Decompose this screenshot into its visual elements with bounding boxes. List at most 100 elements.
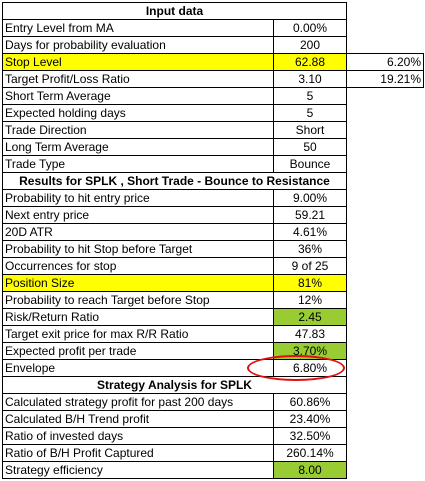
empty-cell bbox=[347, 275, 424, 292]
target-exit-label[interactable]: Target exit price for max R/R Ratio bbox=[2, 325, 274, 343]
trade-direction-label[interactable]: Trade Direction bbox=[2, 121, 274, 139]
long-term-average-label[interactable]: Long Term Average bbox=[2, 138, 274, 156]
table-row: Strategy efficiency 8.00 bbox=[2, 461, 424, 479]
expected-profit-value[interactable]: 3.70% bbox=[273, 342, 347, 360]
entry-level-label[interactable]: Entry Level from MA bbox=[2, 19, 274, 37]
entry-level-value[interactable]: 0.00% bbox=[273, 19, 347, 37]
table-row: Stop Level 62.88 6.20% bbox=[2, 53, 424, 71]
header-row: Strategy Analysis for SPLK bbox=[2, 376, 424, 394]
table-row: Calculated B/H Trend profit 23.40% bbox=[2, 410, 424, 428]
empty-cell bbox=[347, 207, 424, 224]
expected-profit-label[interactable]: Expected profit per trade bbox=[2, 342, 274, 360]
empty-cell bbox=[347, 360, 424, 377]
trade-direction-value[interactable]: Short bbox=[273, 121, 347, 139]
empty-cell bbox=[347, 326, 424, 343]
empty-cell bbox=[347, 190, 424, 207]
bh-captured-label[interactable]: Ratio of B/H Profit Captured bbox=[2, 444, 274, 462]
strategy-efficiency-value[interactable]: 8.00 bbox=[273, 461, 347, 479]
empty-cell bbox=[347, 258, 424, 275]
empty-cell bbox=[347, 292, 424, 309]
table-row: Probability to hit Stop before Target 36… bbox=[2, 240, 424, 258]
bh-captured-value[interactable]: 260.14% bbox=[273, 444, 347, 462]
bh-trend-value[interactable]: 23.40% bbox=[273, 410, 347, 428]
days-probability-value[interactable]: 200 bbox=[273, 36, 347, 54]
trade-type-value[interactable]: Bounce bbox=[273, 155, 347, 173]
atr-label[interactable]: 20D ATR bbox=[2, 223, 274, 241]
risk-return-value[interactable]: 2.45 bbox=[273, 308, 347, 326]
prob-stop-label[interactable]: Probability to hit Stop before Target bbox=[2, 240, 274, 258]
table-row: Probability to reach Target before Stop … bbox=[2, 291, 424, 309]
target-ratio-label[interactable]: Target Profit/Loss Ratio bbox=[2, 70, 274, 88]
occurrences-value[interactable]: 9 of 25 bbox=[273, 257, 347, 275]
days-probability-label[interactable]: Days for probability evaluation bbox=[2, 36, 274, 54]
strategy-header[interactable]: Strategy Analysis for SPLK bbox=[2, 376, 347, 394]
strategy-profit-label[interactable]: Calculated strategy profit for past 200 … bbox=[2, 393, 274, 411]
short-term-average-label[interactable]: Short Term Average bbox=[2, 87, 274, 105]
empty-cell bbox=[347, 105, 424, 122]
prob-hit-entry-value[interactable]: 9.00% bbox=[273, 189, 347, 207]
table-row: Entry Level from MA 0.00% bbox=[2, 19, 424, 37]
table-row: Position Size 81% bbox=[2, 274, 424, 292]
empty-cell bbox=[347, 309, 424, 326]
trade-type-label[interactable]: Trade Type bbox=[2, 155, 274, 173]
table-row: Envelope 6.80% bbox=[2, 359, 424, 377]
prob-target-label[interactable]: Probability to reach Target before Stop bbox=[2, 291, 274, 309]
target-exit-value[interactable]: 47.83 bbox=[273, 325, 347, 343]
invested-days-value[interactable]: 32.50% bbox=[273, 427, 347, 445]
holding-days-label[interactable]: Expected holding days bbox=[2, 104, 274, 122]
stop-level-label[interactable]: Stop Level bbox=[2, 53, 274, 71]
table-row: Risk/Return Ratio 2.45 bbox=[2, 308, 424, 326]
stop-level-percent[interactable]: 6.20% bbox=[346, 53, 424, 71]
target-ratio-percent[interactable]: 19.21% bbox=[346, 70, 424, 88]
empty-cell bbox=[347, 462, 424, 479]
empty-cell bbox=[347, 88, 424, 105]
empty-cell bbox=[347, 3, 424, 20]
table-row: Occurrences for stop 9 of 25 bbox=[2, 257, 424, 275]
table-row: Trade Type Bounce bbox=[2, 155, 424, 173]
next-entry-price-label[interactable]: Next entry price bbox=[2, 206, 274, 224]
envelope-value[interactable]: 6.80% bbox=[273, 359, 347, 377]
atr-value[interactable]: 4.61% bbox=[273, 223, 347, 241]
empty-cell bbox=[347, 122, 424, 139]
strategy-efficiency-label[interactable]: Strategy efficiency bbox=[2, 461, 274, 479]
header-row: Input data bbox=[2, 2, 424, 20]
position-size-label[interactable]: Position Size bbox=[2, 274, 274, 292]
empty-cell bbox=[347, 20, 424, 37]
empty-cell bbox=[347, 428, 424, 445]
table-row: Trade Direction Short bbox=[2, 121, 424, 139]
occurrences-label[interactable]: Occurrences for stop bbox=[2, 257, 274, 275]
empty-cell bbox=[347, 139, 424, 156]
position-size-value[interactable]: 81% bbox=[273, 274, 347, 292]
table-row: Days for probability evaluation 200 bbox=[2, 36, 424, 54]
empty-cell bbox=[347, 394, 424, 411]
table-row: Expected profit per trade 3.70% bbox=[2, 342, 424, 360]
empty-cell bbox=[347, 411, 424, 428]
risk-return-label[interactable]: Risk/Return Ratio bbox=[2, 308, 274, 326]
prob-target-value[interactable]: 12% bbox=[273, 291, 347, 309]
prob-hit-entry-label[interactable]: Probability to hit entry price bbox=[2, 189, 274, 207]
table-row: 20D ATR 4.61% bbox=[2, 223, 424, 241]
results-header[interactable]: Results for SPLK , Short Trade - Bounce … bbox=[2, 172, 347, 190]
short-term-average-value[interactable]: 5 bbox=[273, 87, 347, 105]
empty-cell bbox=[347, 37, 424, 54]
prob-stop-value[interactable]: 36% bbox=[273, 240, 347, 258]
table-row: Probability to hit entry price 9.00% bbox=[2, 189, 424, 207]
bh-trend-label[interactable]: Calculated B/H Trend profit bbox=[2, 410, 274, 428]
empty-cell bbox=[347, 224, 424, 241]
stop-level-value[interactable]: 62.88 bbox=[273, 53, 347, 71]
next-entry-price-value[interactable]: 59.21 bbox=[273, 206, 347, 224]
empty-cell bbox=[347, 156, 424, 173]
strategy-profit-value[interactable]: 60.86% bbox=[273, 393, 347, 411]
table-row: Expected holding days 5 bbox=[2, 104, 424, 122]
input-header[interactable]: Input data bbox=[2, 2, 347, 20]
target-ratio-value[interactable]: 3.10 bbox=[273, 70, 347, 88]
invested-days-label[interactable]: Ratio of invested days bbox=[2, 427, 274, 445]
empty-cell bbox=[347, 445, 424, 462]
table-row: Target exit price for max R/R Ratio 47.8… bbox=[2, 325, 424, 343]
envelope-label[interactable]: Envelope bbox=[2, 359, 274, 377]
empty-cell bbox=[347, 173, 424, 190]
long-term-average-value[interactable]: 50 bbox=[273, 138, 347, 156]
table-row: Next entry price 59.21 bbox=[2, 206, 424, 224]
holding-days-value[interactable]: 5 bbox=[273, 104, 347, 122]
